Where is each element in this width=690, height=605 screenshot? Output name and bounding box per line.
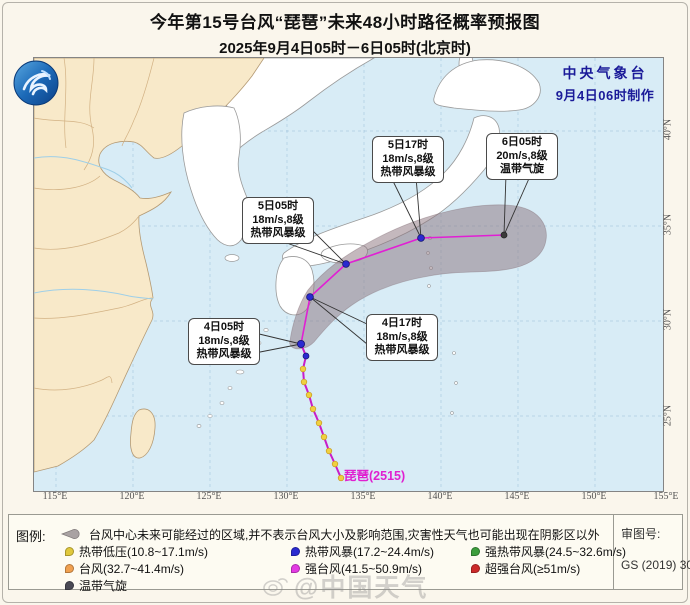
agency-credit: 中央气象台 9月4日06时制作 [540,63,670,104]
observed-track-points [299,352,345,482]
lat-tick: 35°N [662,213,674,236]
ts-dot-icon [291,546,300,556]
forecast-map [33,50,664,492]
callout-time: 4日17时 [381,317,423,329]
title-block: 今年第15号台风“琵琶”未来48小时路径概率预报图 2025年9月4日05时－6… [0,8,690,58]
watermark: @中国天气 [262,568,428,604]
callout-wind: 18m/s,8级 [382,152,434,165]
forecast-track-points [296,231,508,348]
legend-item-label: 台风(32.7~41.4m/s) [79,561,185,576]
land-taiwan [130,408,156,459]
callout-wind: 18m/s,8级 [198,334,250,347]
callout-level: 热带风暴级 [250,227,306,239]
legend-divider [613,515,614,589]
callout-level: 热带风暴级 [374,344,430,356]
weibo-icon [263,578,288,596]
callout-pointers [254,173,532,354]
extratropical-dot-icon [65,580,74,590]
extratropical-point [500,231,508,239]
legend-item-label: 热带风暴(17.2~24.4m/s) [305,544,435,559]
cone-note: 台风中心未来可能经过的区域,并不表示台风大小及影响范围,灾害性天气也可能出现在阴… [89,528,600,542]
legend-item-td: 热带低压(10.8~17.1m/s) [63,543,289,559]
callout-time: 5日17时 [387,139,429,151]
callout-wind: 18m/s,8级 [252,213,304,226]
review-label: 审图号: [621,527,661,541]
lat-tick: 25°N [662,404,674,427]
current-position-point [296,339,305,348]
ty-dot-icon [65,563,74,573]
page-title: 今年第15号台风“琵琶”未来48小时路径概率预报图 [149,13,541,32]
province-borders [33,57,155,391]
watermark-text: @中国天气 [294,574,429,602]
callout-time: 5日05时 [257,200,299,212]
super-ty-dot-icon [471,563,480,573]
callout-time: 4日05时 [203,321,245,333]
lon-tick: 125°E [196,491,222,502]
legend-header: 图例: [16,529,46,544]
callout-5d17: 5日17时 18m/s,8级 热带风暴级 [372,136,444,183]
lon-tick: 140°E [427,491,453,502]
callout-5d05: 5日05时 18m/s,8级 热带风暴级 [242,197,314,244]
lon-tick: 115°E [42,491,68,502]
sty-dot-icon [291,563,300,573]
legend-item-extratropical: 温带气旋 [63,577,289,593]
map-review-number: 审图号: GS (2019) 3082号 [621,525,690,573]
legend-item-ts: 热带风暴(17.2~24.4m/s) [289,543,469,559]
callout-level: 热带风暴级 [196,348,252,360]
callout-level: 温带气旋 [500,163,544,175]
legend-item-label: 温带气旋 [79,578,128,593]
lon-tick: 130°E [273,491,299,502]
callout-4d05: 4日05时 18m/s,8级 热带风暴级 [188,318,260,365]
probability-cone [289,204,547,350]
lon-tick: 150°E [581,491,607,502]
cone-legend-icon [61,527,85,545]
callout-time: 6日05时 [501,136,543,148]
cma-logo [12,59,60,107]
lon-tick: 120°E [119,491,145,502]
legend-item-ty: 台风(32.7~41.4m/s) [63,560,289,576]
land-china [33,57,265,473]
legend-item-label: 强台风(41.5~50.9m/s) [305,561,423,576]
legend-item-label: 热带低压(10.8~17.1m/s) [79,544,209,559]
td-dot-icon [65,546,74,556]
legend-item-label: 强热带风暴(24.5~32.6m/s) [485,544,627,559]
legend-item-label: 超强台风(≥51m/s) [485,561,581,576]
callout-wind: 18m/s,8级 [376,330,428,343]
callout-wind: 20m/s,8级 [496,149,548,162]
callout-6d05: 6日05时 20m/s,8级 温带气旋 [486,133,558,180]
map-svg [33,50,663,491]
lon-tick: 145°E [504,491,530,502]
legend: 图例: 台风中心未来可能经过的区域,并不表示台风大小及影响范围,灾害性天气也可能… [8,514,690,593]
legend-item-sty: 强台风(41.5~50.9m/s) [289,560,469,576]
land-hokkaido [433,59,541,112]
lat-tick: 40°N [662,118,674,141]
sts-dot-icon [471,546,480,556]
legend-item-super-ty: 超强台风(≥51m/s) [469,560,629,576]
legend-items: 热带低压(10.8~17.1m/s) 热带风暴(17.2~24.4m/s) 强热… [63,543,629,593]
callout-4d17: 4日17时 18m/s,8级 热带风暴级 [366,314,438,361]
agency-issue-time: 9月4日06时制作 [555,88,655,103]
island-jeju [224,254,240,262]
lat-tick: 30°N [662,308,674,331]
review-number: GS (2019) 3082号 [621,558,690,572]
lon-tick: 155°E [653,491,679,502]
page-subtitle: 2025年9月4日05时－6日05时(北京时) [219,40,471,57]
legend-item-sts: 强热带风暴(24.5~32.6m/s) [469,543,629,559]
lon-tick: 135°E [350,491,376,502]
callout-level: 热带风暴级 [380,166,436,178]
storm-name-label: 琵琶(2515) [344,469,406,483]
agency-name: 中央气象台 [562,65,648,81]
rivers [33,156,154,300]
